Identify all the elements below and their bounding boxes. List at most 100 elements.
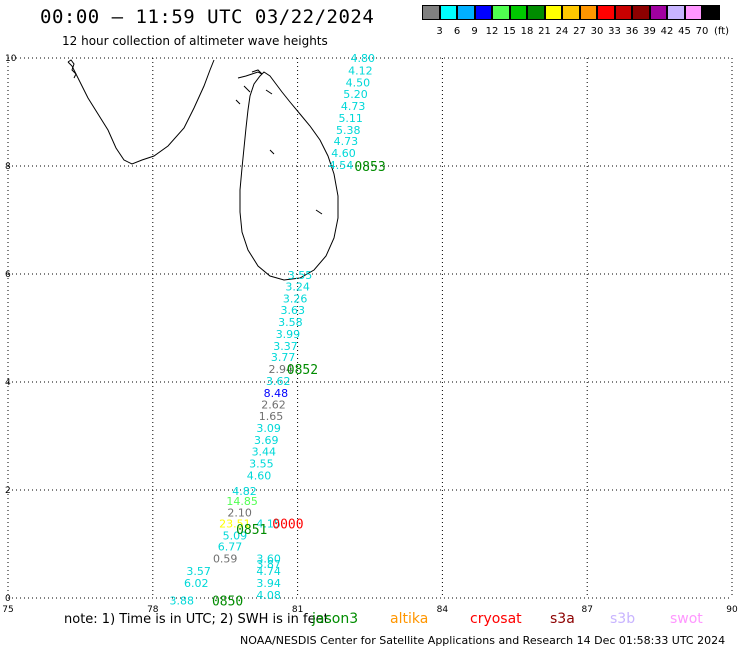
wave-height-labels: 4.804.124.505.204.735.115.384.734.604.54… <box>170 52 376 608</box>
wave-height-value: 4.73 <box>341 100 366 113</box>
map-grid <box>7 57 733 599</box>
pass-time-label: 0851 <box>236 523 267 538</box>
colorbar-label: 18 <box>520 26 534 37</box>
colorbar-label: 24 <box>555 26 569 37</box>
y-tick-label: 2 <box>5 486 11 496</box>
coastline-sri-lanka <box>239 71 339 281</box>
wave-height-value: 0.59 <box>213 553 238 566</box>
colorbar-label: 33 <box>608 26 621 37</box>
colorbar-label: 30 <box>590 26 604 37</box>
wave-height-value: 3.09 <box>256 422 281 435</box>
coastline-india <box>67 59 215 165</box>
coastline-mannar <box>235 71 263 105</box>
x-tick-label: 81 <box>292 605 303 615</box>
colorbar-swatch <box>527 5 545 20</box>
colorbar-label: 36 <box>625 26 639 37</box>
colorbar-swatch <box>579 5 597 20</box>
wave-height-value: 3.94 <box>256 577 281 590</box>
wave-height-value: 4.54 <box>329 159 354 172</box>
colorbar-label: 27 <box>573 26 586 37</box>
colorbar-label: 45 <box>678 26 691 37</box>
y-tick-label: 0 <box>5 594 11 604</box>
wave-height-value: 4.82 <box>232 485 257 498</box>
wave-height-value: 3.26 <box>283 292 308 305</box>
wave-height-value: 3.37 <box>273 340 298 353</box>
wave-height-value: 3.87 <box>256 558 281 571</box>
wave-height-value: 3.55 <box>249 458 274 471</box>
pass-time-labels: 0853 0852 0851 0000 0850 <box>212 160 386 610</box>
wave-height-value: 3.63 <box>281 304 306 317</box>
colorbar-label: 6 <box>453 26 461 37</box>
x-tick-label: 87 <box>581 605 592 615</box>
y-tick-label: 6 <box>5 270 11 280</box>
wave-height-value: 3.57 <box>186 565 211 578</box>
wave-height-value: 4.80 <box>351 52 376 65</box>
wave-height-value: 5.38 <box>336 124 361 137</box>
y-tick-label: 4 <box>5 378 11 388</box>
wave-height-value: 4.60 <box>247 469 272 482</box>
wave-height-value: 6.02 <box>184 577 209 590</box>
footer-note: note: 1) Time is in UTC; 2) SWH is in fe… <box>64 612 329 627</box>
wave-height-value: 3.77 <box>271 351 296 364</box>
satellite-legend-altika: altika <box>390 611 429 627</box>
x-tick-label: 90 <box>726 605 738 615</box>
colorbar-swatch <box>474 5 492 20</box>
colorbar-swatch <box>632 5 650 20</box>
wave-height-value: 4.50 <box>346 76 371 89</box>
wave-height-value: 4.73 <box>334 135 359 148</box>
satellite-legend-s3b: s3b <box>610 611 636 627</box>
colorbar-swatch <box>509 5 527 20</box>
wave-height-value: 5.20 <box>343 88 368 101</box>
colorbar-swatch <box>649 5 667 20</box>
footer-credit: NOAA/NESDIS Center for Satellite Applica… <box>240 634 726 647</box>
wave-height-value: 23.51 <box>219 517 251 530</box>
satellite-legend-swot: swot <box>670 611 703 627</box>
colorbar-swatch <box>492 5 510 20</box>
wave-height-value: 6.77 <box>218 541 243 554</box>
wave-height-value: 5.09 <box>223 529 248 542</box>
wave-height-value: 14.85 <box>226 495 258 508</box>
colorbar-label: 12 <box>485 26 499 37</box>
wave-height-value: 3.62 <box>266 375 291 388</box>
colorbar-swatch <box>667 5 685 20</box>
wave-height-value: 3.99 <box>276 328 301 341</box>
colorbar-swatch <box>457 5 475 20</box>
y-tick-label: 10 <box>5 54 17 64</box>
wave-height-value: 1.65 <box>259 410 284 423</box>
pass-time-label: 0850 <box>212 595 243 610</box>
satellite-legend-cryosat: cryosat <box>470 611 522 627</box>
wave-height-value: 2.62 <box>261 399 286 412</box>
pass-time-label: 0853 <box>354 160 385 175</box>
wave-height-value: 8.48 <box>264 387 289 400</box>
pass-time-label: 0000 <box>272 517 303 532</box>
colorbar-label: 70 <box>695 26 709 37</box>
colorbar-swatch <box>614 5 632 20</box>
wave-height-value: 4.15 <box>256 517 281 530</box>
wave-height-value: 4.60 <box>331 147 356 160</box>
colorbar-swatch <box>544 5 562 20</box>
page-title: 00:00 – 11:59 UTC 03/22/2024 <box>40 6 375 28</box>
colorbar-label: 15 <box>503 26 516 37</box>
wave-height-value: 4.12 <box>348 64 373 77</box>
coastline-jaffna <box>251 69 323 215</box>
x-tick-label: 75 <box>2 605 13 615</box>
colorbar-swatch <box>597 5 615 20</box>
satellite-legend-s3a: s3a <box>550 611 575 627</box>
colorbar-swatch <box>684 5 702 20</box>
satellite-legend-jason3: jason3 <box>312 611 359 627</box>
x-tick-label: 78 <box>147 605 159 615</box>
coastline-india-detail <box>67 59 77 79</box>
colorbar-label: 39 <box>643 26 656 37</box>
colorbar-label: 21 <box>538 26 551 37</box>
wave-height-value: 2.94 <box>268 363 293 376</box>
wave-height-value: 3.58 <box>278 316 303 329</box>
colorbar-label: 3 <box>436 26 443 37</box>
x-tick-label: 84 <box>437 605 449 615</box>
colorbar-label: 42 <box>660 26 674 37</box>
wave-height-value: 3.44 <box>252 446 277 459</box>
wave-height-value: 3.55 <box>288 269 313 282</box>
page-subtitle: 12 hour collection of altimeter wave hei… <box>62 34 328 48</box>
wave-height-value: 4.74 <box>256 565 281 578</box>
wave-height-value: 3.88 <box>170 595 195 608</box>
